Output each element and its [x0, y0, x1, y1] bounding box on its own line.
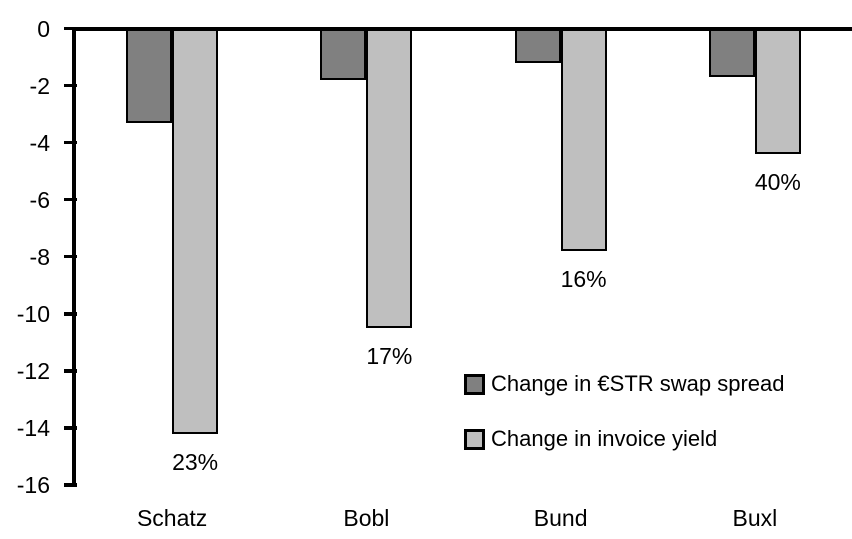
legend-item-swap-spread: Change in €STR swap spread: [464, 371, 785, 397]
y-axis-tick: [64, 197, 77, 202]
x-axis-label-bobl: Bobl: [343, 505, 390, 531]
y-axis-tick-label: -14: [16, 414, 50, 441]
x-axis-label-bund: Bund: [533, 505, 588, 531]
y-axis-tick: [64, 26, 77, 31]
y-axis-tick: [64, 83, 77, 88]
bar-value-label-buxl: 40%: [754, 169, 801, 196]
y-axis-tick-label: -10: [16, 300, 50, 327]
legend-swatch-invoice-yield: [464, 428, 485, 450]
y-axis-tick-label: -12: [16, 357, 50, 384]
bar-bund-invoice-yield: [560, 28, 607, 252]
y-axis-tick: [64, 369, 77, 373]
y-axis-tick: [64, 312, 77, 316]
y-axis-tick: [64, 254, 77, 259]
bar-bund-swap-spread: [514, 28, 561, 63]
legend-label-invoice-yield: Change in invoice yield: [491, 426, 718, 451]
legend-label-swap-spread: Change in €STR swap spread: [491, 371, 785, 396]
y-axis-tick-label: -16: [16, 471, 50, 498]
y-axis-tick: [64, 140, 77, 145]
legend-item-invoice-yield: Change in invoice yield: [464, 426, 785, 452]
y-axis-tick-label: -6: [29, 186, 50, 213]
y-axis-tick-label: 0: [37, 15, 50, 42]
bar-buxl-invoice-yield: [754, 28, 801, 155]
bar-bobl-invoice-yield: [366, 28, 413, 329]
y-axis-tick-label: -8: [29, 243, 50, 270]
legend-swatch-swap-spread: [464, 373, 485, 395]
zero-baseline: [72, 27, 852, 31]
y-axis-tick: [64, 426, 77, 430]
bar-value-label-bobl: 17%: [366, 343, 413, 370]
bar-buxl-swap-spread: [708, 28, 755, 77]
y-axis-tick-label: -2: [29, 72, 50, 99]
y-axis-tick-label: -4: [29, 129, 50, 156]
y-axis-tick: [64, 483, 77, 487]
legend: Change in €STR swap spread Change in inv…: [464, 371, 785, 452]
bar-bobl-swap-spread: [320, 28, 367, 80]
x-axis-label-schatz: Schatz: [136, 505, 208, 531]
bar-schatz-swap-spread: [126, 28, 173, 123]
bar-schatz-invoice-yield: [172, 28, 219, 434]
x-axis-label-buxl: Buxl: [732, 505, 778, 531]
bar-value-label-bund: 16%: [560, 266, 607, 293]
bar-value-label-schatz: 23%: [172, 448, 219, 475]
